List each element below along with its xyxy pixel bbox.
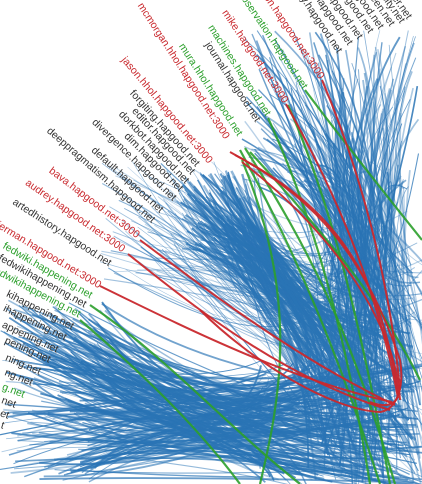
highlight-edge-red [127,253,391,411]
highlight-edge-green [240,159,282,484]
edge [0,382,329,436]
edge [59,390,279,436]
edge [155,204,360,260]
edge [226,174,365,394]
highlight-edge-green [89,304,301,484]
edge [206,227,336,341]
edge [32,383,418,412]
highlight-edge-red [99,285,393,403]
edge [106,379,326,405]
edge [50,347,403,429]
highlight-edge-green [304,89,422,241]
highlight-edge-green [267,117,372,484]
edge [226,232,340,311]
edge [71,338,287,380]
edge [320,81,421,284]
edge [57,364,310,424]
edge [235,194,410,421]
edge [361,111,384,267]
edge [87,373,266,443]
highlight-edge-green [79,319,241,484]
edge [394,186,409,419]
edge [315,71,391,443]
edge [22,320,421,484]
highlight-edge-red [234,154,400,407]
edge [392,30,413,396]
edge [391,140,422,360]
edge [274,39,399,393]
edge [272,138,422,330]
highlight-edge-red [139,239,396,406]
edge [334,187,385,420]
edge [17,376,349,415]
edge [56,449,415,461]
highlight-edge-green [249,151,421,381]
edge [304,180,371,351]
edge [192,194,340,466]
edge [184,269,366,470]
edge [78,313,297,479]
edge [239,234,392,398]
edge [352,104,393,377]
edge [11,328,286,383]
edge [278,56,422,448]
edge [392,71,415,484]
edge [388,44,413,359]
edge [203,216,342,447]
edge [353,35,414,389]
edge [127,225,344,445]
highlight-edge-green [239,149,382,484]
edge [341,145,382,351]
edge [258,68,386,328]
edge [33,377,368,467]
edge [186,230,394,345]
highlight-edge-green [286,104,392,484]
edge [162,198,360,435]
edge [381,36,416,313]
edge [113,235,377,332]
edge [18,336,307,484]
edge [80,405,321,458]
edge [355,177,401,484]
edge [17,440,350,482]
edge [12,342,322,424]
edge [348,182,422,480]
edge [209,228,350,384]
edge [369,187,405,431]
highlight-edge-red [241,161,401,401]
edge [249,248,354,462]
edge [307,184,414,274]
edge [241,236,330,327]
edge [194,242,372,341]
edge [369,161,422,346]
edge [74,393,367,437]
edge [345,125,411,328]
edge [205,203,422,274]
edge [107,454,289,484]
edge [232,228,348,340]
edge [39,477,386,483]
edge [222,190,372,302]
edge [2,360,361,471]
highlight-edge-green [244,147,397,484]
edge [364,30,422,266]
edge [319,33,368,415]
highlight-edge-red [285,103,399,399]
edge [401,170,411,420]
edge [220,221,310,469]
highlight-edge-red [321,79,401,391]
edge [31,353,409,434]
edge [347,166,422,297]
